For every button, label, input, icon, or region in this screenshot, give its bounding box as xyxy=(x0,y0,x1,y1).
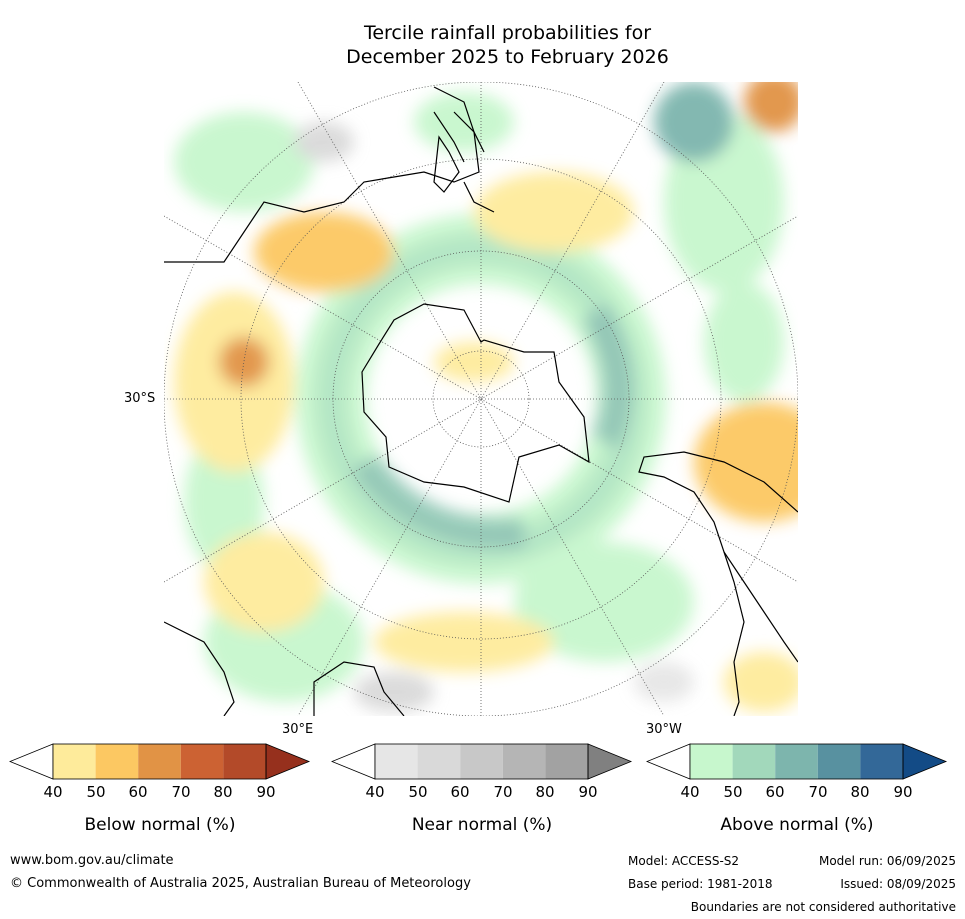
colorbar-0-segment-0 xyxy=(53,744,96,779)
cb-below-tick-40: 40 xyxy=(43,783,63,801)
lat-label-30s: 30°S xyxy=(124,391,156,406)
colorbar-above-title: Above normal (%) xyxy=(720,815,874,835)
cb-below-tick-90: 90 xyxy=(256,783,276,801)
chart-title: Tercile rainfall probabilities for Decem… xyxy=(0,21,965,69)
colorbar-1-segment-3 xyxy=(502,744,546,779)
colorbar-2-segment-3 xyxy=(817,744,861,779)
footer-issued: Issued: 08/09/2025 xyxy=(840,877,956,891)
graticule xyxy=(164,82,798,716)
colorbar-1-low-triangle xyxy=(330,743,376,780)
cb-near-tick-50: 50 xyxy=(408,783,428,801)
colorbar-2-segment-4 xyxy=(860,744,903,779)
colorbar-0-segment-1 xyxy=(95,744,139,779)
colorbar-1-segment-1 xyxy=(417,744,461,779)
footer-url: www.bom.gov.au/climate xyxy=(10,853,174,868)
lon-label-30e: 30°E xyxy=(282,722,314,737)
footer-model: Model: ACCESS-S2 xyxy=(628,854,740,868)
polar-forecast-map xyxy=(164,82,798,716)
colorbar-below-normal-svg xyxy=(8,743,311,780)
map-svg xyxy=(164,82,798,716)
colorbar-0-segment-4 xyxy=(223,744,266,779)
cb-near-tick-80: 80 xyxy=(535,783,555,801)
colorbar-above-normal-svg xyxy=(645,743,948,780)
cb-above-tick-80: 80 xyxy=(850,783,870,801)
coastlines xyxy=(164,86,798,716)
colorbar-near-title: Near normal (%) xyxy=(411,815,553,835)
cb-near-tick-70: 70 xyxy=(493,783,513,801)
colorbar-above-normal: 40 50 60 70 80 90 Above normal (%) xyxy=(645,743,948,835)
footer-disclaimer: Boundaries are not considered authoritat… xyxy=(690,900,956,914)
cb-above-tick-40: 40 xyxy=(680,783,700,801)
colorbar-0-outline xyxy=(52,743,267,780)
colorbar-2-segment-1 xyxy=(732,744,776,779)
cb-below-tick-50: 50 xyxy=(86,783,106,801)
colorbar-2-outline xyxy=(689,743,904,780)
colorbar-1-segment-2 xyxy=(460,744,503,779)
colorbar-2-segment-2 xyxy=(775,744,818,779)
cb-below-tick-70: 70 xyxy=(171,783,191,801)
colorbar-near-normal-svg xyxy=(330,743,633,780)
cb-above-tick-90: 90 xyxy=(893,783,913,801)
cb-above-tick-70: 70 xyxy=(808,783,828,801)
colorbar-near-normal: 40 50 60 70 80 90 Near normal (%) xyxy=(330,743,633,835)
title-line-1: Tercile rainfall probabilities for xyxy=(363,22,652,44)
colorbar-below-normal: 40 50 60 70 80 90 Below normal (%) xyxy=(8,743,311,835)
footer-copyright: © Commonwealth of Australia 2025, Austra… xyxy=(10,876,471,891)
cb-near-tick-40: 40 xyxy=(365,783,385,801)
colorbar-0-segment-3 xyxy=(180,744,224,779)
colorbar-0-high-triangle xyxy=(265,743,311,780)
cb-below-tick-80: 80 xyxy=(213,783,233,801)
footer-model-run: Model run: 06/09/2025 xyxy=(818,854,956,868)
cb-near-tick-60: 60 xyxy=(450,783,470,801)
title-line-2: December 2025 to February 2026 xyxy=(346,46,669,68)
colorbar-1-high-triangle xyxy=(587,743,633,780)
colorbar-0-low-triangle xyxy=(8,743,54,780)
colorbar-0-segment-2 xyxy=(138,744,181,779)
colorbar-2-segment-0 xyxy=(690,744,733,779)
cb-above-tick-50: 50 xyxy=(723,783,743,801)
colorbar-1-segment-0 xyxy=(375,744,418,779)
colorbar-1-segment-4 xyxy=(545,744,588,779)
colorbar-1-outline xyxy=(374,743,589,780)
cb-below-tick-60: 60 xyxy=(128,783,148,801)
colorbar-2-high-triangle xyxy=(902,743,948,780)
colorbar-below-title: Below normal (%) xyxy=(84,815,236,835)
footer-base-period: Base period: 1981-2018 xyxy=(628,877,773,891)
lon-label-30w: 30°W xyxy=(646,722,682,737)
colorbar-2-low-triangle xyxy=(645,743,691,780)
cb-above-tick-60: 60 xyxy=(765,783,785,801)
cb-near-tick-90: 90 xyxy=(578,783,598,801)
